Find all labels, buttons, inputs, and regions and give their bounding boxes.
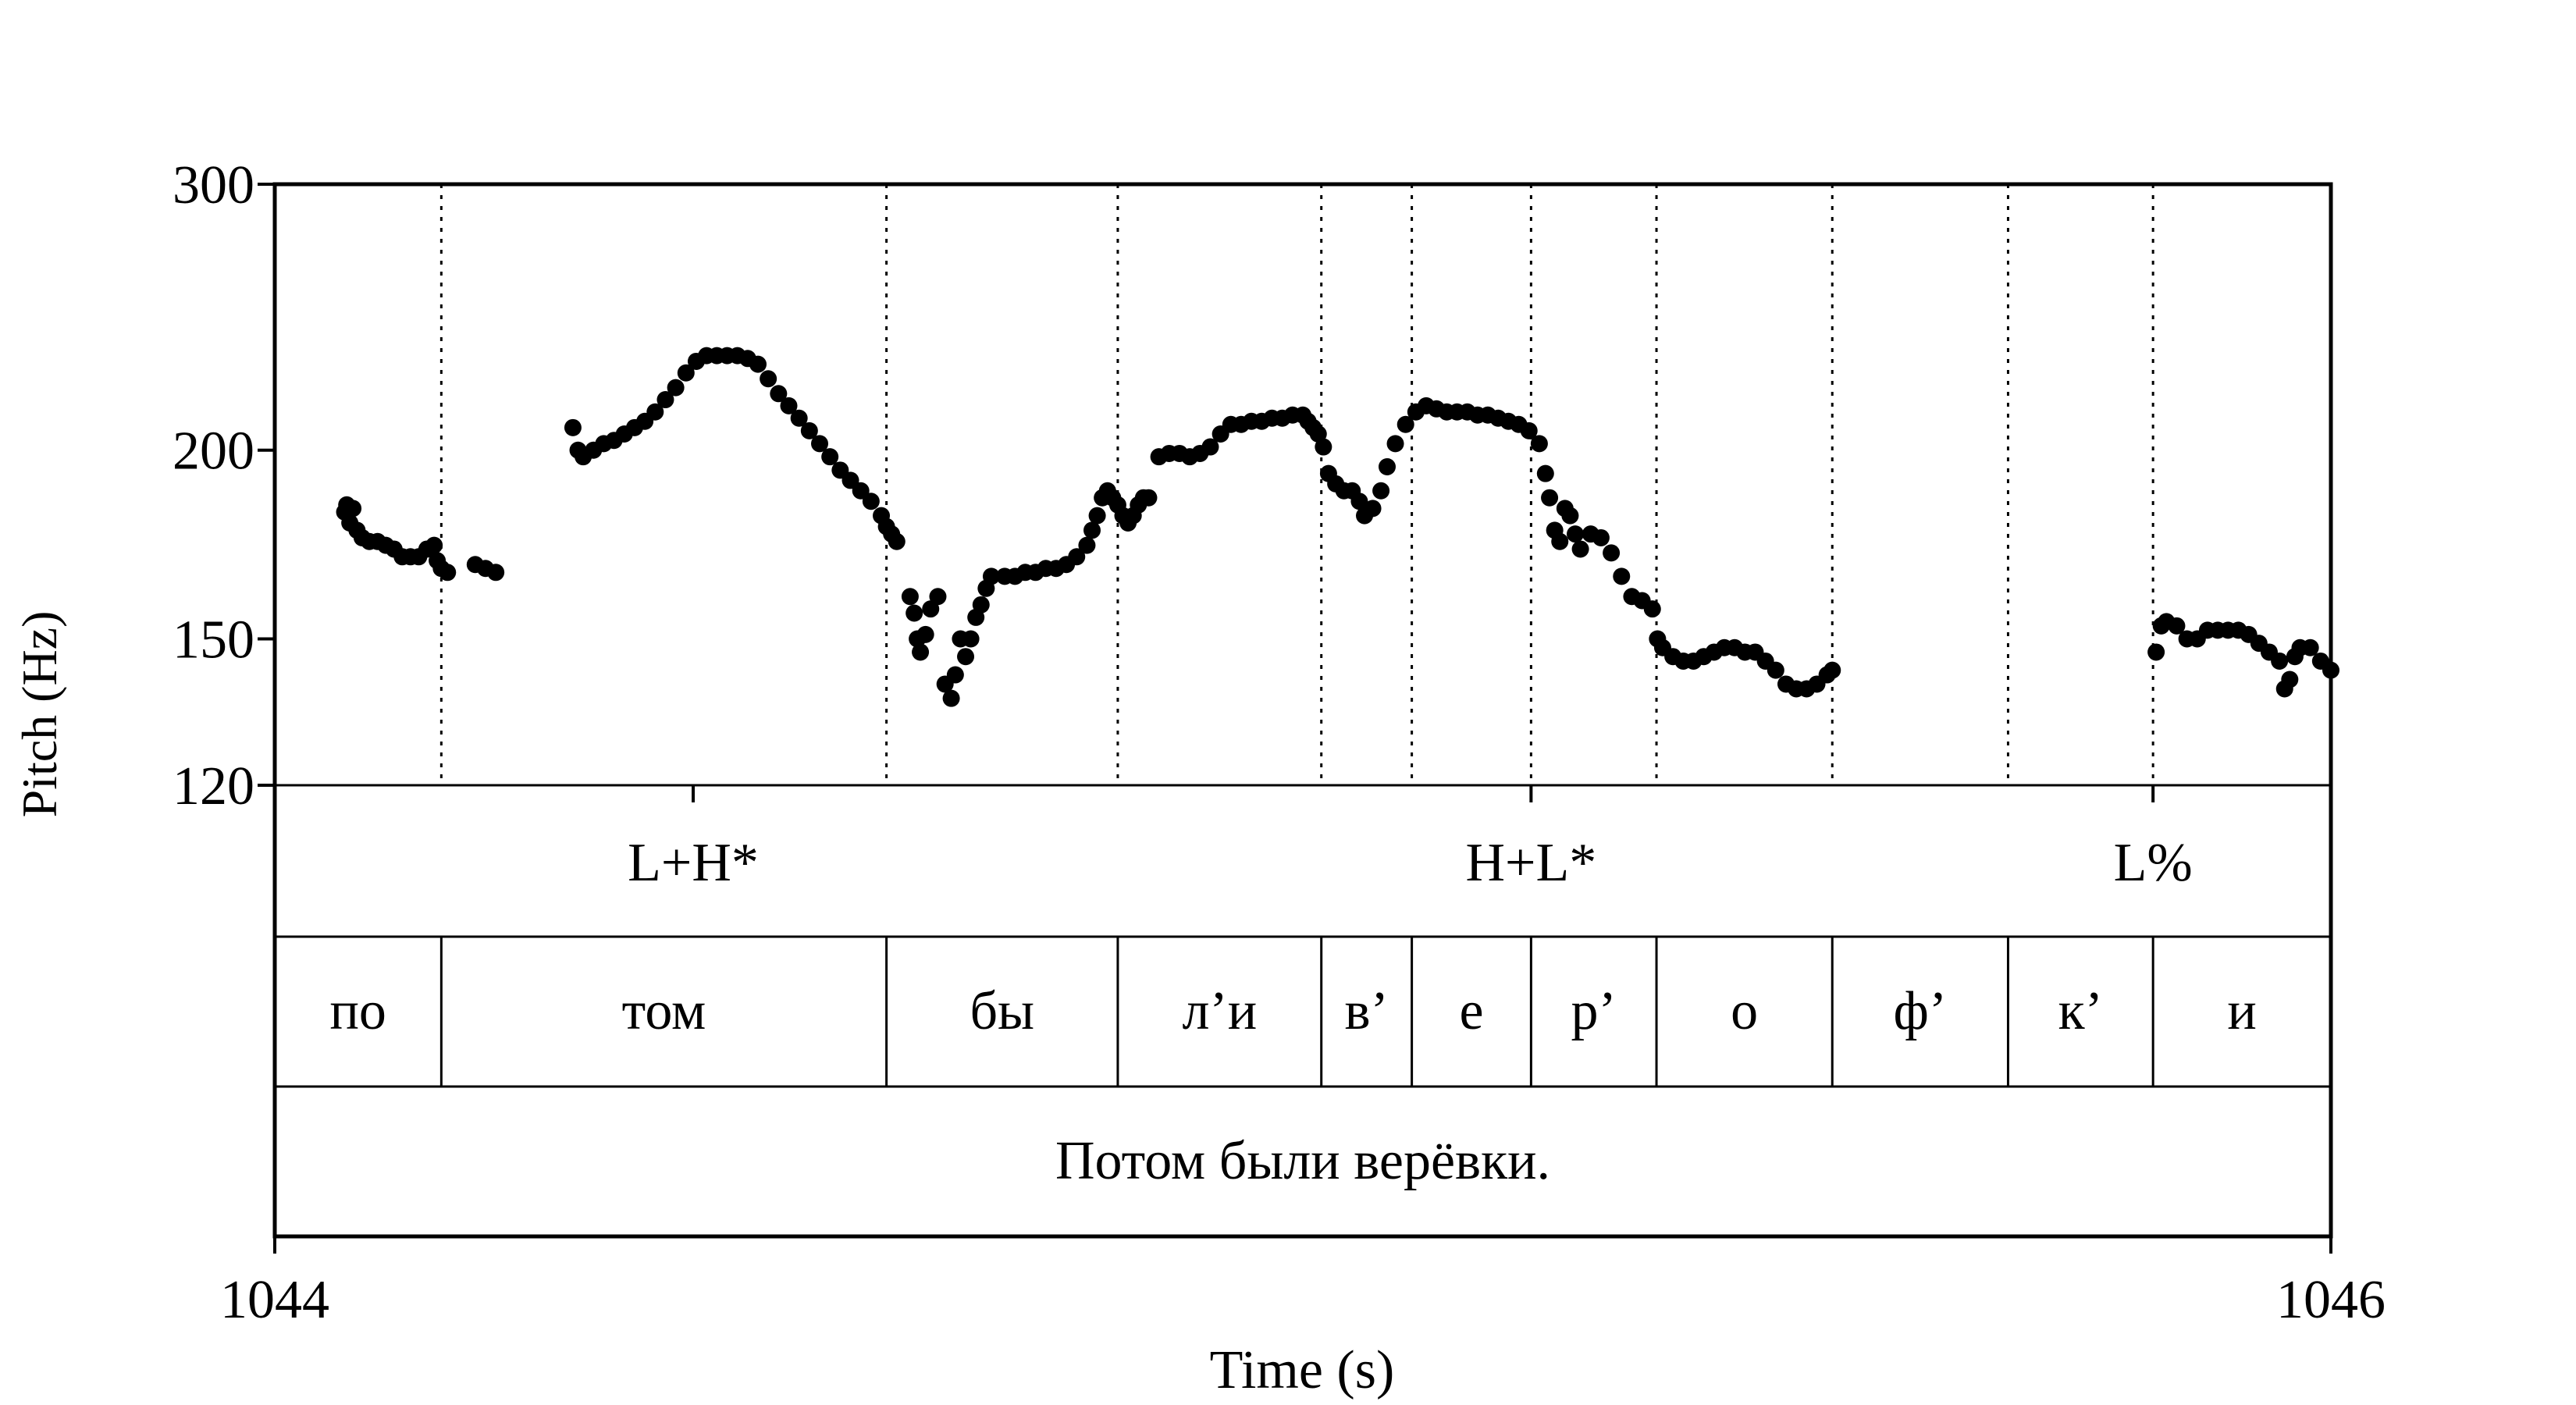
plot-frame (272, 182, 2333, 1239)
y-axis-label: Pitch (Hz) (12, 611, 67, 818)
pitch-point (1643, 600, 1661, 618)
pitch-point (1364, 500, 1382, 518)
pitch-point (962, 630, 980, 648)
plot-border (272, 182, 2333, 1239)
pitch-point (667, 379, 685, 397)
pitch-point (1078, 536, 1096, 554)
pitch-point (1083, 521, 1101, 539)
pitch-points (336, 347, 2339, 707)
pitch-point (656, 391, 674, 409)
pitch-point (780, 397, 798, 414)
y-tick-label: 150 (173, 610, 254, 670)
sentence-label: Потом были верёвки. (1055, 1131, 1550, 1191)
tone-label: H+L* (1465, 833, 1596, 893)
pitch-point (912, 643, 930, 661)
pitch-point (1551, 532, 1569, 550)
pitch-point (1140, 489, 1158, 507)
pitch-point (1350, 493, 1368, 510)
pitch-point (344, 500, 362, 518)
boundary-lines (439, 184, 2154, 785)
segment-label: к’ (2058, 981, 2103, 1041)
pitch-point (957, 648, 975, 666)
pitch-point (2168, 617, 2186, 635)
pitch-point (564, 418, 582, 436)
pitch-point (1088, 507, 1106, 525)
segment-label: л’и (1182, 981, 1257, 1041)
pitch-point (1561, 507, 1579, 525)
pitch-point (2301, 638, 2319, 656)
pitch-point (1603, 544, 1621, 562)
pitch-point (1567, 525, 1585, 543)
segment-label: том (622, 981, 706, 1041)
pitch-point (1397, 415, 1414, 433)
pitch-point (946, 666, 964, 684)
pitch-point (1378, 458, 1396, 476)
pitch-point (1530, 435, 1548, 453)
segment-label: по (329, 981, 386, 1041)
pitch-point (922, 600, 940, 618)
pitch-point (1571, 540, 1589, 558)
pitch-point (760, 370, 777, 388)
tone-label: L+H* (628, 833, 759, 893)
pitch-point (439, 564, 457, 582)
x-tick-label: 1044 (220, 1270, 329, 1330)
pitch-point (942, 689, 960, 707)
pitch-point (901, 588, 919, 606)
y-tick-label: 200 (173, 422, 254, 482)
pitch-point (862, 493, 880, 510)
pitch-point (1823, 661, 1841, 679)
pitch-point (1386, 435, 1404, 453)
y-axis: 120 150 200 300 (173, 155, 275, 816)
x-axis: 1044 1046 (220, 1236, 2386, 1330)
segment-label: о (1731, 981, 1758, 1041)
segment-label: бы (970, 981, 1034, 1041)
pitch-point (1592, 528, 1610, 546)
segment-label: ф’ (1894, 981, 1948, 1041)
segment-label: в’ (1344, 981, 1388, 1041)
pitch-point (2281, 670, 2299, 688)
pitch-point (749, 355, 767, 373)
pitch-point (982, 567, 1000, 585)
pitch-point (2147, 643, 2165, 661)
pitch-point (1309, 425, 1327, 443)
pitch-point (2322, 661, 2339, 679)
pitch-point (487, 564, 505, 582)
pitch-point (916, 625, 934, 643)
tone-label: L% (2114, 833, 2193, 893)
x-axis-label: Time (s) (1210, 1340, 1395, 1400)
pitch-point (906, 604, 923, 622)
segment-label: е (1459, 981, 1483, 1041)
pitch-point (800, 422, 818, 439)
pitch-point (770, 385, 788, 403)
pitch-point (1536, 464, 1554, 482)
pitch-point (972, 596, 990, 614)
pitch-point (821, 448, 839, 466)
y-tick-label: 300 (173, 155, 254, 215)
y-tick-label: 120 (173, 756, 254, 816)
pitch-point (1767, 661, 1784, 679)
pitch-point (1201, 438, 1219, 456)
pitch-point (790, 409, 808, 427)
pitch-point (677, 364, 695, 382)
pitch-point (1541, 489, 1559, 507)
pitch-point (425, 536, 443, 554)
annotation-tiers: L+H* H+L* L% по том бы л’и в’ е р’ о ф’ к’ и Потом был… (329, 785, 2257, 1191)
pitch-point (646, 403, 664, 421)
segment-label: и (2227, 981, 2256, 1041)
pitch-point (888, 532, 906, 550)
segment-label: р’ (1571, 981, 1617, 1041)
pitch-point (2271, 652, 2289, 670)
pitch-point (1372, 482, 1390, 500)
x-tick-label: 1046 (2276, 1270, 2386, 1330)
pitch-point (929, 588, 947, 606)
pitch-point (1613, 567, 1631, 585)
pitch-point (852, 482, 870, 500)
pitch-point (1068, 548, 1086, 566)
pitch-point (811, 435, 829, 453)
pitch-point (1520, 422, 1538, 439)
pitch-point (1315, 438, 1332, 456)
